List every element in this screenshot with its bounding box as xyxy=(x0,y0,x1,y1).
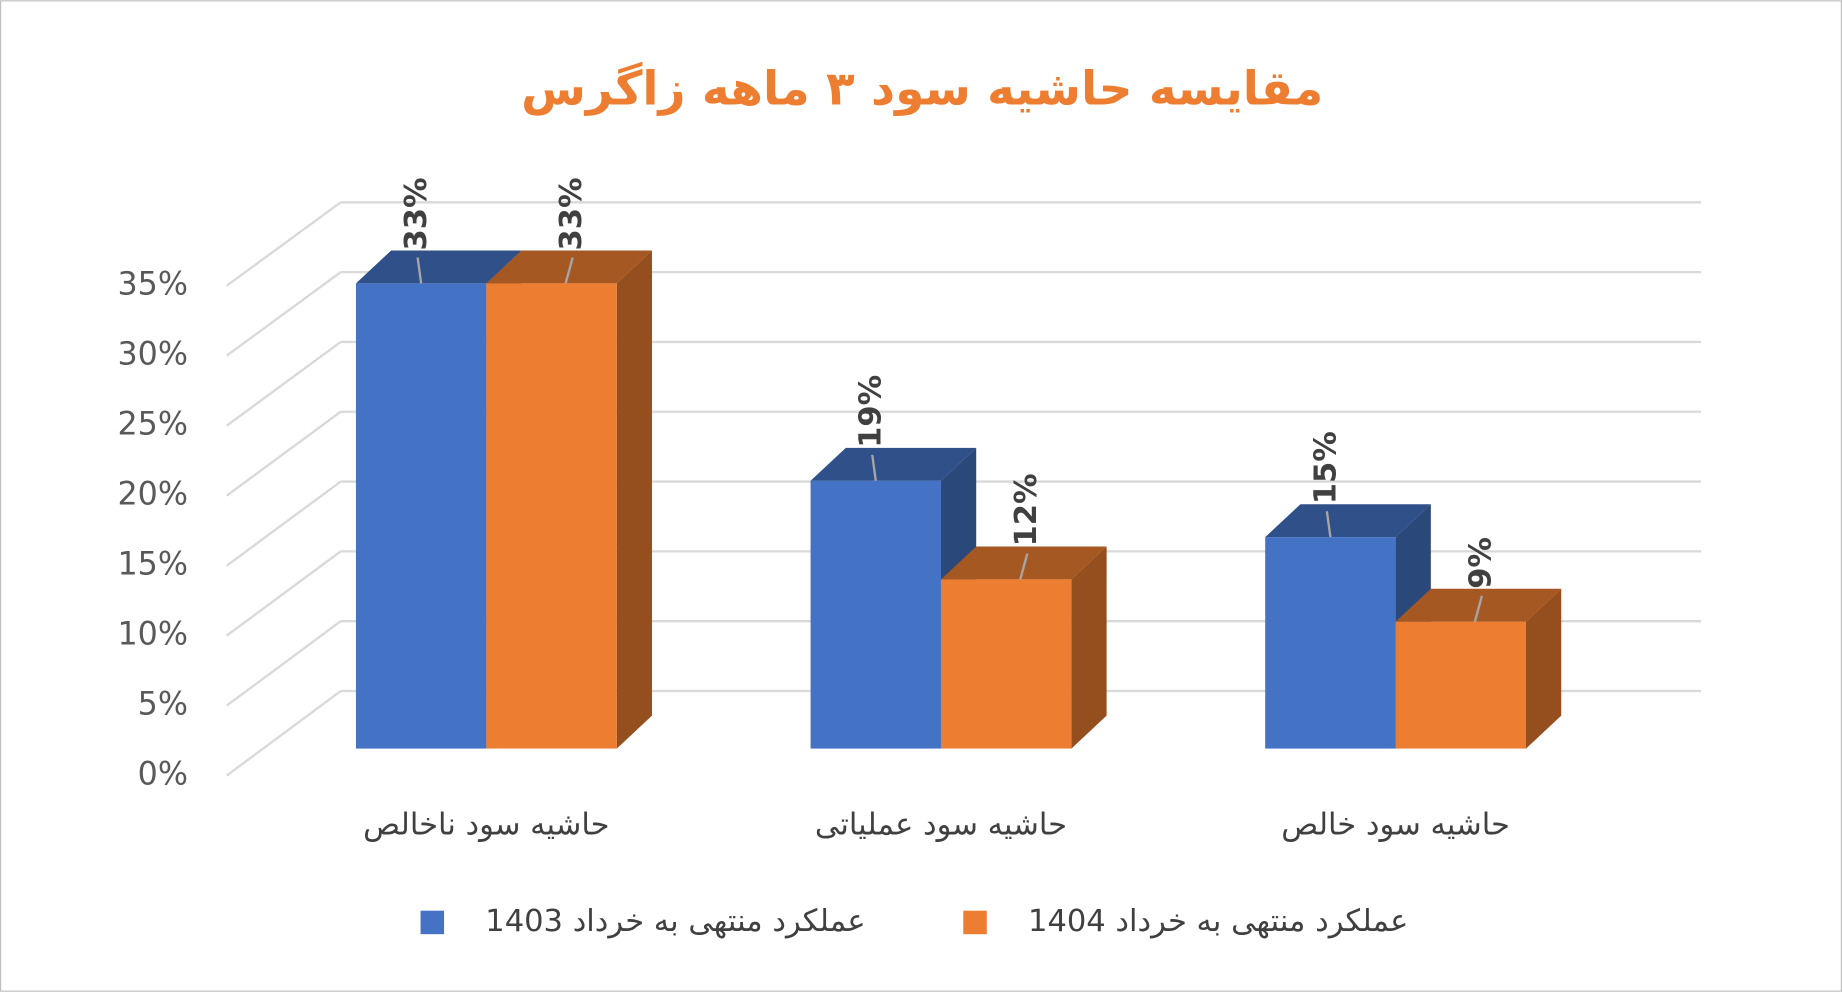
y-tick-label: 20% xyxy=(117,477,187,513)
bar-top xyxy=(355,250,522,284)
x-tick-label: حاشیه سود خالص xyxy=(1281,808,1510,843)
data-label: 33% xyxy=(399,177,434,250)
data-label: 33% xyxy=(554,177,589,250)
label-leader xyxy=(416,257,423,284)
label-leader xyxy=(1473,595,1484,623)
bar xyxy=(486,283,617,749)
data-label: 15% xyxy=(1308,431,1343,504)
y-tick-label: 5% xyxy=(138,687,188,723)
label-leader xyxy=(564,257,574,284)
x-tick-label: حاشیه سود عملیاتی xyxy=(815,808,1067,843)
bar xyxy=(355,283,487,749)
bar-top xyxy=(810,447,977,481)
data-label: 9% xyxy=(1463,537,1498,589)
legend-swatch xyxy=(420,910,445,935)
data-label: 12% xyxy=(1009,473,1044,546)
grid-line-side xyxy=(226,480,342,567)
data-label: 19% xyxy=(854,375,889,448)
bar xyxy=(1265,537,1396,749)
labels: حاشیه سود ناخالص 33% 33% حاشیه سود عملیاتی 1… xyxy=(363,177,1510,939)
bar xyxy=(940,579,1072,749)
grid-line-side xyxy=(226,201,342,287)
bar-side xyxy=(616,250,652,749)
y-tick-label: 35% xyxy=(117,267,187,303)
legend-label: عملکرد منتهی به خرداد 1404 xyxy=(1028,904,1408,939)
grid-line-side xyxy=(226,690,342,777)
bar-side xyxy=(1525,588,1562,749)
label-leader xyxy=(871,454,877,481)
y-tick-label: 25% xyxy=(117,407,187,443)
y-tick-label: 0% xyxy=(138,757,188,793)
legend-swatch xyxy=(963,910,987,935)
grid-line-side xyxy=(226,620,342,707)
grid-line-side xyxy=(226,271,342,357)
bar xyxy=(1395,621,1526,749)
label-leader xyxy=(1325,511,1332,538)
bars xyxy=(355,250,1562,749)
grid-line-side xyxy=(226,410,342,497)
y-tick-label: 30% xyxy=(117,337,187,373)
y-tick-label: 15% xyxy=(117,547,187,583)
grid-line-side xyxy=(226,340,342,427)
chart-title: مقایسه حاشیه سود ۳ ماهه زاگرس xyxy=(521,61,1323,116)
bar-top xyxy=(1265,504,1431,538)
label-leader xyxy=(1019,553,1029,580)
y-tick-label: 10% xyxy=(117,617,187,653)
x-tick-label: حاشیه سود ناخالص xyxy=(363,808,609,843)
legend-label: عملکرد منتهی به خرداد 1403 xyxy=(485,904,865,939)
grid-line-side xyxy=(226,550,342,637)
bar xyxy=(810,480,941,749)
bar-side xyxy=(1071,546,1107,749)
